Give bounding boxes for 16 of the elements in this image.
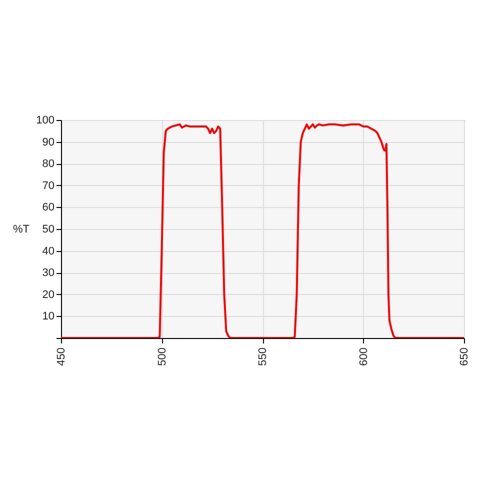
x-tick-label: 650 bbox=[458, 348, 470, 366]
x-tick-label: 450 bbox=[56, 348, 68, 366]
x-tick-label: 600 bbox=[358, 348, 370, 366]
y-tick-label: 20 bbox=[42, 288, 54, 301]
y-tick-label: 10 bbox=[42, 310, 54, 323]
y-axis-title: %T bbox=[13, 224, 30, 236]
x-tick-label: 500 bbox=[156, 348, 168, 366]
y-tick-label: 70 bbox=[42, 180, 54, 192]
y-tick-label: 100 bbox=[36, 114, 54, 126]
y-tick-label: 30 bbox=[42, 267, 54, 280]
y-tick-label: 40 bbox=[42, 245, 54, 258]
y-tick-label: 90 bbox=[42, 136, 54, 148]
y-tick-label: 50 bbox=[42, 224, 54, 236]
y-tick-label: 60 bbox=[42, 202, 54, 214]
y-tick-label: 80 bbox=[42, 158, 54, 170]
x-tick-label: 550 bbox=[257, 348, 269, 366]
